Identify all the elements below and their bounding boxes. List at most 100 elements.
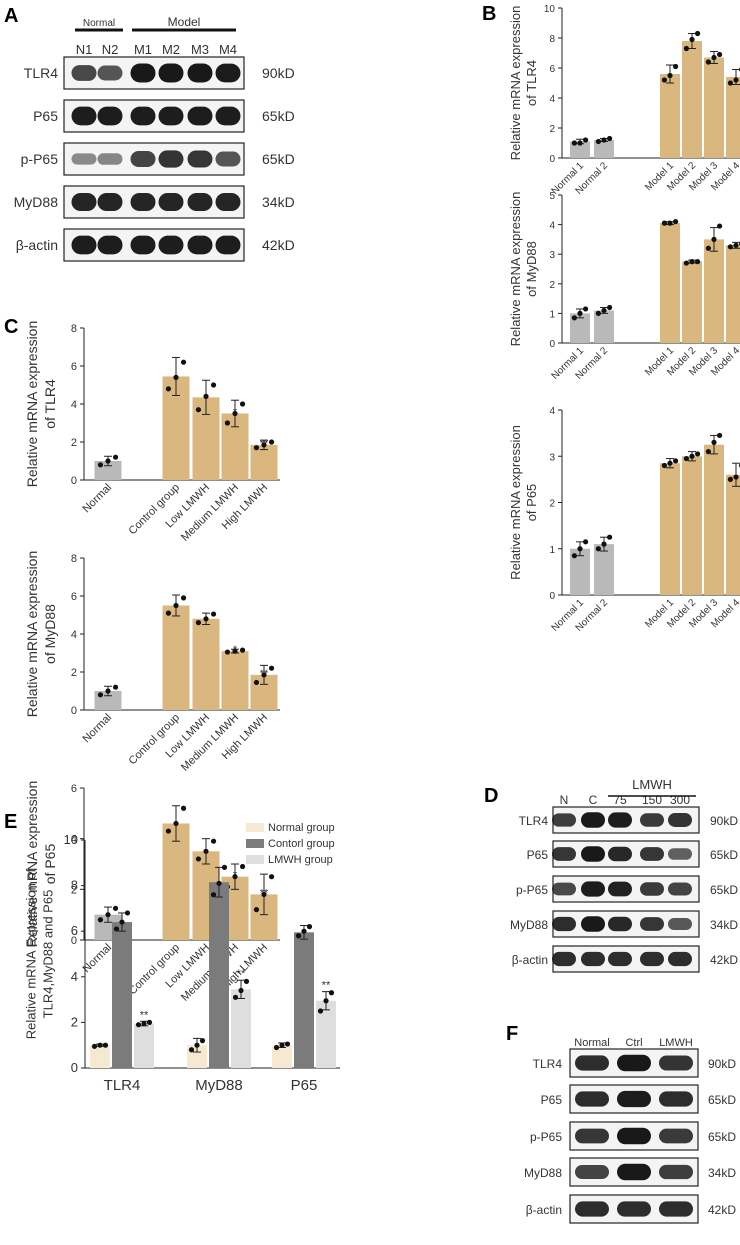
data-point	[188, 1047, 195, 1053]
y-axis-label: of P65	[42, 844, 58, 885]
protein-band	[617, 1163, 651, 1181]
protein-band	[97, 235, 123, 255]
protein-label: P65	[527, 848, 549, 862]
data-point	[173, 374, 179, 380]
protein-band	[215, 63, 241, 83]
protein-band	[575, 1055, 609, 1071]
protein-band	[659, 1091, 693, 1107]
bar	[726, 77, 740, 158]
data-point	[180, 359, 187, 365]
protein-band	[187, 106, 213, 126]
data-point	[733, 474, 739, 480]
y-tick-label: 10	[544, 4, 556, 15]
molecular-weight-label: 34kD	[262, 194, 295, 210]
data-point	[733, 77, 739, 83]
data-point	[232, 410, 238, 417]
group-label: Model	[168, 15, 201, 29]
lane-label: 300	[670, 793, 690, 807]
x-tick-label: Control group	[127, 942, 183, 998]
protein-label: P65	[541, 1093, 563, 1107]
lane-label: N1	[76, 42, 93, 57]
molecular-weight-label: 65kD	[262, 108, 295, 124]
data-point	[705, 245, 712, 251]
data-point	[595, 310, 602, 316]
data-point	[306, 924, 313, 930]
protein-label: P65	[33, 108, 58, 124]
data-point	[124, 910, 131, 916]
y-tick-label: 2	[71, 1014, 78, 1029]
y-tick-label: 3	[549, 250, 555, 261]
data-point	[141, 1020, 147, 1027]
molecular-weight-label: 42kD	[710, 953, 738, 967]
bar	[726, 245, 740, 343]
y-tick-label: 0	[549, 591, 555, 602]
data-point	[91, 1043, 98, 1049]
data-point	[667, 72, 673, 79]
bar	[231, 989, 251, 1068]
y-tick-label: 4	[71, 399, 77, 411]
data-point	[239, 401, 246, 407]
data-point	[203, 616, 209, 622]
bar	[682, 456, 702, 595]
lane-label: 75	[613, 793, 627, 807]
data-point	[253, 907, 260, 913]
protein-band	[130, 63, 156, 83]
x-tick-label: MyD88	[195, 1077, 243, 1094]
y-tick-label: 6	[71, 923, 78, 938]
x-tick-label: Normal	[81, 942, 115, 976]
data-point	[727, 80, 734, 86]
bar	[726, 474, 740, 595]
protein-band	[130, 235, 156, 255]
data-point	[97, 917, 104, 923]
data-point	[673, 63, 679, 70]
data-point	[705, 449, 712, 455]
y-tick-label: 0	[549, 339, 555, 350]
molecular-weight-label: 65kD	[708, 1093, 736, 1107]
y-axis-label: of MyD88	[42, 604, 58, 664]
bar	[704, 57, 724, 158]
data-point	[180, 805, 187, 811]
bar	[221, 651, 249, 710]
data-point	[239, 863, 246, 870]
data-point	[165, 610, 172, 616]
y-tick-label: 3	[549, 452, 555, 463]
data-point	[203, 848, 209, 854]
data-point	[165, 828, 172, 834]
bar	[660, 463, 680, 595]
protein-band	[659, 1055, 693, 1071]
data-point	[717, 223, 723, 229]
protein-band	[97, 106, 123, 126]
bar	[134, 1023, 154, 1068]
y-axis-label: Relative mRNA expression	[508, 192, 523, 347]
data-point	[112, 454, 119, 460]
legend-label: LMWH group	[268, 854, 333, 866]
protein-label: β-actin	[526, 1203, 562, 1217]
data-point	[216, 880, 222, 886]
panel-a-western-blot: A N1 N2 M1 M2 M3 M4 TLR4 90kD P65 65kD p-P65 65kD My…	[4, 5, 295, 262]
lane-label: C	[589, 793, 598, 807]
protein-band	[608, 846, 632, 862]
panel-label-d: D	[484, 785, 498, 807]
data-point	[683, 455, 690, 462]
protein-band	[617, 1127, 651, 1145]
panel-d-western-blot: D N C 75 150 300 TLR4 90kD P65 65kD p-P65 65kD MyD8…	[484, 777, 738, 973]
lane-label: 150	[642, 793, 662, 807]
protein-band	[552, 951, 576, 967]
x-tick-label: Normal	[81, 482, 115, 516]
protein-band	[187, 63, 213, 83]
data-point	[273, 1044, 280, 1051]
protein-band	[617, 1090, 651, 1108]
data-point	[661, 77, 668, 83]
data-point	[689, 36, 695, 43]
y-axis-label: Relative mRNA expression	[24, 781, 40, 948]
data-point	[173, 602, 179, 609]
data-point	[194, 1042, 200, 1048]
protein-label: β-actin	[512, 953, 548, 967]
lane-label: M2	[162, 42, 180, 57]
protein-band	[659, 1164, 693, 1180]
protein-band	[668, 918, 692, 930]
data-point	[667, 220, 673, 226]
y-tick-label: 4	[71, 629, 77, 641]
